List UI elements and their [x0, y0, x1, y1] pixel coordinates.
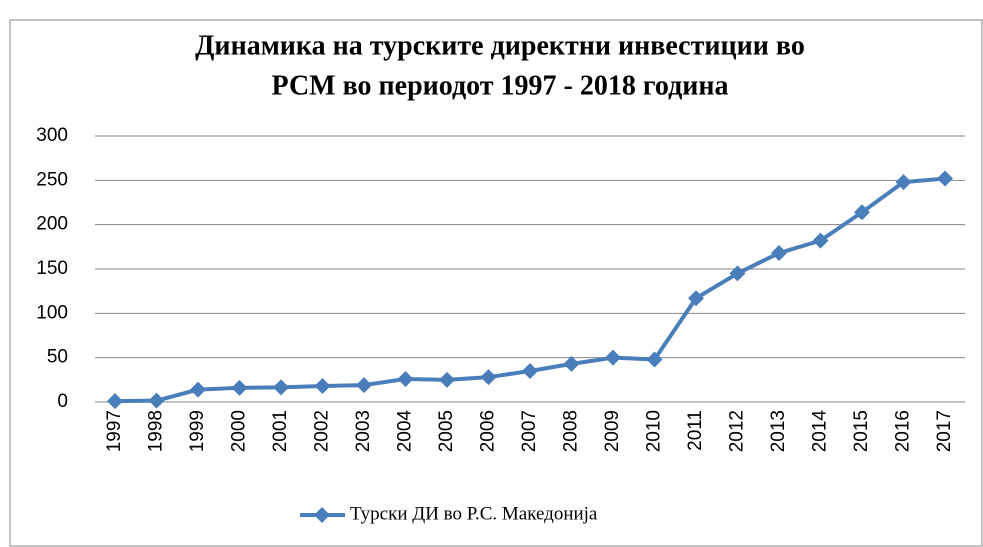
x-tick-label: 2005: [436, 410, 457, 452]
x-tick-label: 2010: [644, 410, 665, 452]
x-tick-label: 2006: [478, 410, 499, 452]
y-tick-label: 0: [57, 391, 68, 412]
legend-label: Турски ДИ во Р.С. Македонија: [350, 503, 598, 524]
y-tick-label: 300: [36, 125, 68, 146]
y-tick-label: 100: [36, 302, 68, 323]
data-point: [854, 204, 870, 221]
data-point: [729, 265, 746, 282]
x-tick-label: 2004: [395, 410, 416, 453]
data-point: [231, 379, 248, 396]
data-point: [605, 349, 621, 366]
data-point: [190, 381, 206, 398]
x-tick-label: 2017: [934, 410, 955, 452]
x-tick-label: 2013: [768, 410, 789, 452]
x-tick-label: 2012: [727, 410, 748, 452]
data-point: [314, 378, 331, 395]
data-point: [688, 290, 704, 307]
data-point: [646, 351, 663, 368]
chart-frame: [9, 19, 983, 547]
data-point: [107, 393, 123, 410]
data-point: [356, 377, 372, 394]
data-point: [937, 170, 953, 187]
x-tick-label: 2000: [229, 410, 250, 452]
x-tick-label: 1997: [104, 410, 125, 452]
x-tick-label: 2009: [602, 410, 623, 452]
x-tick-label: 2014: [810, 410, 831, 453]
chart-title: РСМ во периодот 1997 - 2018 година: [272, 70, 729, 101]
y-tick-label: 250: [36, 169, 68, 190]
data-point: [771, 245, 787, 262]
x-tick-label: 2016: [893, 410, 914, 452]
x-tick-label: 1998: [146, 410, 167, 452]
x-tick-label: 2011: [685, 410, 706, 451]
data-point: [522, 362, 538, 379]
x-tick-label: 1999: [187, 410, 208, 452]
x-tick-label: 2008: [561, 410, 582, 452]
data-point: [812, 232, 829, 249]
chart-title: Динамика на турските директни инвестиции…: [195, 30, 805, 61]
y-tick-label: 200: [36, 214, 68, 235]
x-tick-label: 2001: [270, 410, 291, 452]
legend-marker: [314, 507, 330, 523]
data-point: [439, 371, 455, 388]
y-tick-label: 150: [36, 258, 68, 279]
x-tick-label: 2007: [519, 410, 540, 452]
x-tick-label: 2003: [353, 410, 374, 452]
data-point: [895, 174, 912, 191]
y-tick-label: 50: [47, 347, 68, 368]
data-point: [148, 392, 165, 409]
x-tick-label: 2015: [851, 410, 872, 452]
data-point: [273, 379, 289, 396]
data-point: [397, 370, 414, 387]
x-tick-label: 2002: [312, 410, 333, 452]
data-point: [480, 369, 497, 386]
data-point: [563, 355, 580, 372]
